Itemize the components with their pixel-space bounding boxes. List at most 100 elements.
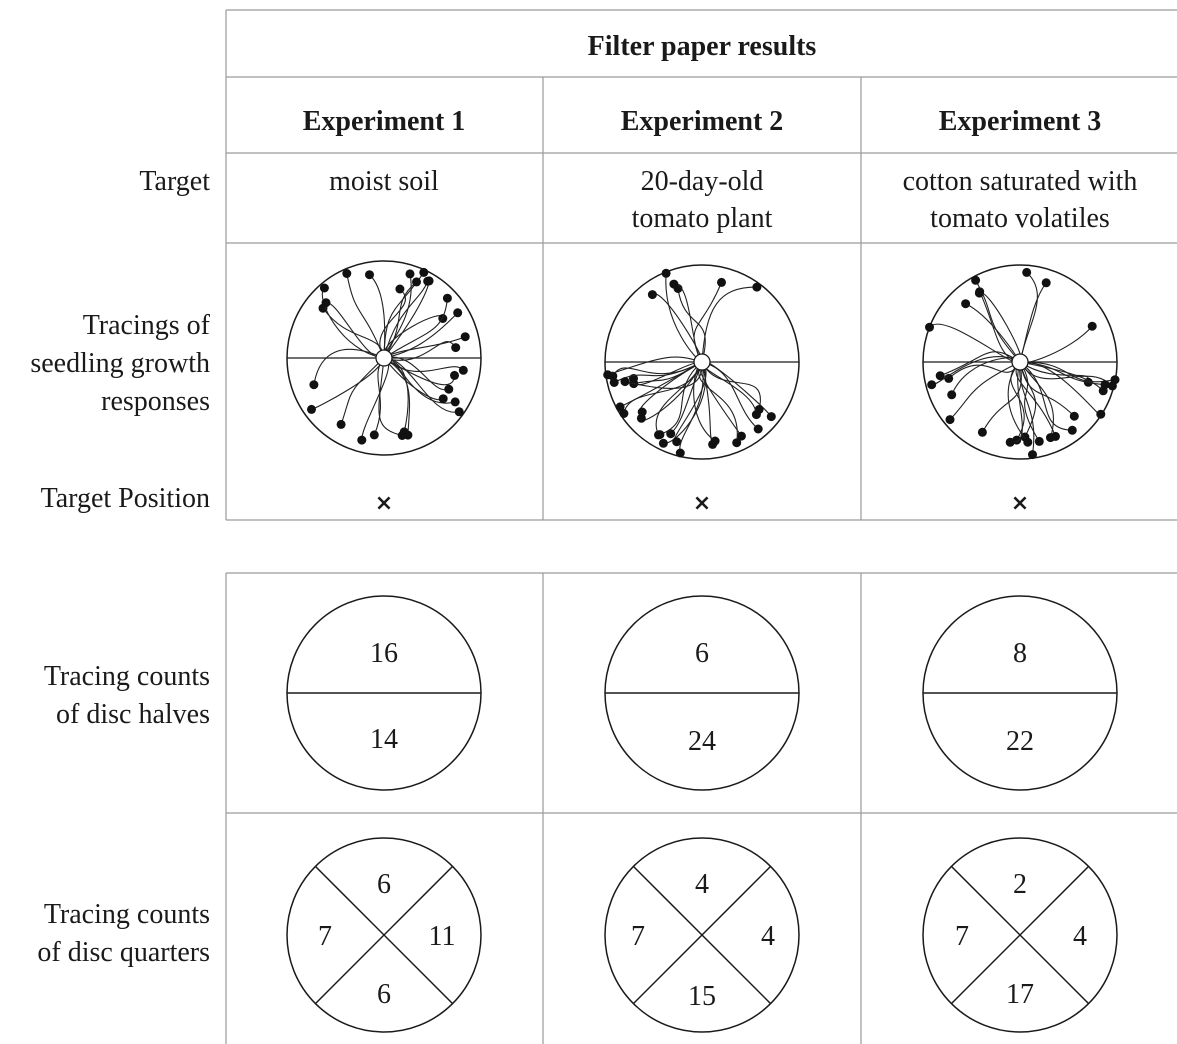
experiment-2-target-line-2: tomato plant — [632, 203, 773, 234]
seedling-endpoint — [320, 284, 329, 293]
seedling-endpoint — [767, 412, 776, 421]
quarter-count-2-top: 4 — [695, 869, 709, 900]
quarter-count-2-bottom: 15 — [688, 981, 716, 1012]
seedling-tracings — [287, 261, 1120, 459]
seedling-endpoint — [439, 394, 448, 403]
target-position-marker-1: × — [375, 491, 393, 516]
seedling-endpoint — [732, 438, 741, 447]
seedling-endpoint — [659, 439, 668, 448]
seedling-endpoint — [1046, 433, 1055, 442]
seedling-endpoint — [925, 323, 934, 332]
seedling-endpoint — [412, 277, 421, 286]
seedling-tracing — [982, 362, 1021, 432]
seedling-endpoint — [1070, 412, 1079, 421]
seedling-tracing — [702, 287, 757, 362]
seedling-endpoint — [400, 427, 409, 436]
seedling-tracing — [652, 294, 702, 362]
quarter-count-3-bottom: 17 — [1006, 979, 1034, 1010]
table-header: Filter paper results — [588, 31, 817, 62]
seedling-tracing — [966, 304, 1020, 362]
seedling-endpoint — [451, 343, 460, 352]
quarter-count-3-top: 2 — [1013, 869, 1027, 900]
quarter-count-2-left: 7 — [631, 921, 645, 952]
seedling-endpoint — [619, 409, 628, 418]
row-label-target: Target — [139, 166, 210, 197]
seedling-endpoint — [461, 332, 470, 341]
row-label-target-position: Target Position — [41, 483, 210, 514]
seedling-endpoint — [946, 415, 955, 424]
seedling-endpoint — [395, 285, 404, 294]
seedling-endpoint — [307, 405, 316, 414]
row-label-quarters-line-2: of disc quarters — [37, 937, 210, 968]
seedling-endpoint — [621, 377, 630, 386]
tracing-disc-1 — [287, 261, 481, 455]
experiment-3-target-line-2: tomato volatiles — [930, 203, 1110, 234]
row-label-quarters-line-1: Tracing counts — [44, 899, 210, 930]
seedling-tracing — [1020, 283, 1046, 362]
experiment-2-header: Experiment 2 — [621, 106, 784, 137]
seedling-endpoint — [637, 414, 646, 423]
half-count-3-bottom: 22 — [1006, 726, 1034, 757]
seedling-endpoint — [1088, 322, 1097, 331]
half-count-1-bottom: 14 — [370, 724, 398, 755]
seedling-endpoint — [1096, 410, 1105, 419]
seedling-tracing — [312, 358, 385, 409]
experiment-2-target-line-1: 20-day-old — [641, 166, 764, 197]
target-position-marker-3: × — [1011, 491, 1029, 516]
seedling-endpoint — [927, 380, 936, 389]
seedling-endpoint — [1023, 438, 1032, 447]
seedling-endpoint — [406, 269, 415, 278]
seed-center — [376, 350, 392, 366]
seedling-endpoint — [453, 308, 462, 317]
target-position-marker-2: × — [693, 491, 711, 516]
seedling-endpoint — [423, 277, 432, 286]
half-discs — [287, 596, 1117, 790]
quarter-count-1-right: 11 — [429, 921, 456, 952]
row-label-tracings-line-2: seedling growth — [30, 348, 210, 379]
seedling-endpoint — [1006, 438, 1015, 447]
seedling-endpoint — [443, 294, 452, 303]
seedling-endpoint — [419, 268, 428, 277]
seedling-tracing — [384, 316, 443, 358]
seedling-endpoint — [370, 430, 379, 439]
seedling-endpoint — [754, 425, 763, 434]
seedling-tracing — [1020, 362, 1074, 416]
seedling-endpoint — [1068, 426, 1077, 435]
seedling-endpoint — [662, 269, 671, 278]
seedling-endpoint — [1022, 268, 1031, 277]
seedling-endpoint — [648, 290, 657, 299]
seedling-endpoint — [357, 436, 366, 445]
seedling-endpoint — [342, 269, 351, 278]
row-label-tracings-line-1: Tracings of — [83, 310, 211, 341]
half-count-1-top: 16 — [370, 638, 398, 669]
row-label-tracings-line-3: responses — [101, 386, 210, 417]
seedling-tracing — [370, 275, 385, 358]
seedling-tracing — [952, 358, 1020, 395]
seedling-endpoint — [971, 276, 980, 285]
experiment-1-target: moist soil — [329, 166, 439, 197]
seedling-endpoint — [450, 371, 459, 380]
seedling-endpoint — [1028, 450, 1037, 459]
seedling-endpoint — [752, 283, 761, 292]
seedling-endpoint — [444, 385, 453, 394]
half-count-2-top: 6 — [695, 638, 709, 669]
experiment-1-header: Experiment 1 — [303, 106, 466, 137]
seed-center — [694, 354, 710, 370]
seedling-endpoint — [655, 430, 664, 439]
seedling-endpoint — [365, 270, 374, 279]
seedling-endpoint — [603, 370, 612, 379]
seedling-endpoint — [1099, 386, 1108, 395]
seedling-tracing — [1020, 272, 1037, 362]
seed-center — [1012, 354, 1028, 370]
seedling-endpoint — [669, 280, 678, 289]
seedling-endpoint — [1111, 375, 1120, 384]
seedling-endpoint — [1042, 278, 1051, 287]
seedling-endpoint — [711, 437, 720, 446]
seedling-endpoint — [1035, 437, 1044, 446]
seedling-endpoint — [676, 449, 685, 458]
seedling-tracing — [1020, 326, 1092, 363]
tracing-disc-3 — [923, 265, 1120, 459]
quarter-count-3-right: 4 — [1073, 921, 1087, 952]
seedling-endpoint — [717, 278, 726, 287]
half-count-3-top: 8 — [1013, 638, 1027, 669]
